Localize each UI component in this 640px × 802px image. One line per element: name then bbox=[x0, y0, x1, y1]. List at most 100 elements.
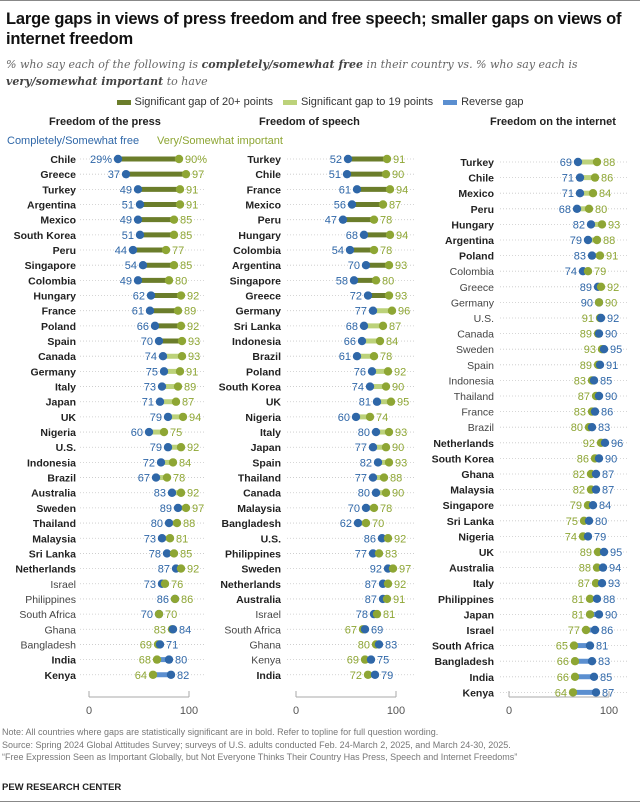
dot-free bbox=[572, 204, 582, 213]
dot-free bbox=[368, 443, 378, 452]
dot-free bbox=[591, 485, 601, 494]
country-label: Australia bbox=[31, 488, 76, 500]
dot-free bbox=[163, 412, 173, 422]
value-label-free: 52 bbox=[330, 154, 342, 166]
value-label-free: 73 bbox=[144, 579, 156, 591]
panel-title-press: Freedom of the press bbox=[49, 116, 161, 128]
dot-free bbox=[157, 534, 167, 543]
value-label-free: 61 bbox=[339, 351, 351, 363]
value-label-important: 83 bbox=[385, 548, 397, 560]
country-label: Bangladesh bbox=[21, 639, 77, 651]
dot-important bbox=[570, 657, 580, 666]
value-label-important: 96 bbox=[398, 306, 410, 318]
dot-important bbox=[381, 382, 391, 391]
dot-important bbox=[381, 443, 391, 452]
country-label: Peru bbox=[471, 204, 494, 216]
value-label-important: 80 bbox=[571, 422, 583, 434]
chart-subtitle: % who say each of the following is compl… bbox=[6, 56, 626, 90]
dot-free bbox=[594, 610, 604, 619]
dot-important bbox=[591, 579, 601, 588]
country-label: Germany bbox=[451, 297, 495, 309]
subtitle-emphasis-free: completely/somewhat free bbox=[201, 58, 363, 71]
brand-logo: PEW RESEARCH CENTER bbox=[2, 782, 122, 793]
country-label: U.S. bbox=[56, 442, 77, 454]
value-label-important: 87 bbox=[389, 321, 401, 333]
dot-important bbox=[148, 670, 158, 679]
value-label-important: 89 bbox=[184, 306, 196, 318]
legend-item-large-gap: Significant gap of 20+ points bbox=[116, 96, 273, 108]
dot-important bbox=[174, 154, 184, 164]
value-label-important: 91 bbox=[393, 154, 405, 166]
country-label: India bbox=[51, 655, 76, 667]
dot-free bbox=[599, 547, 609, 557]
dot-free bbox=[144, 427, 154, 437]
dot-free bbox=[371, 488, 381, 497]
value-label-free: 77 bbox=[355, 306, 367, 318]
dot-free bbox=[146, 291, 156, 300]
value-label-important: 92 bbox=[394, 366, 406, 378]
value-label-important: 88 bbox=[603, 235, 615, 247]
value-label-important: 80 bbox=[595, 204, 607, 216]
dot-free bbox=[351, 412, 361, 422]
value-label-free: 86 bbox=[601, 625, 613, 637]
legend-swatch-small-gap bbox=[283, 99, 298, 105]
value-label-free: 71 bbox=[562, 188, 574, 200]
country-label: Kenya bbox=[251, 655, 281, 667]
value-label-important: 90% bbox=[185, 154, 207, 166]
dot-important bbox=[584, 204, 594, 213]
value-label-free: 37 bbox=[108, 169, 120, 181]
country-label: Malaysia bbox=[450, 485, 494, 497]
top-rule bbox=[0, 0, 640, 1]
country-label: Sweden bbox=[241, 564, 281, 576]
value-label-important: 93 bbox=[395, 457, 407, 469]
value-label-free: 83 bbox=[598, 656, 610, 668]
value-label-free: 71 bbox=[562, 173, 574, 185]
dot-important bbox=[371, 276, 381, 285]
series-label-free: Completely/Somewhat free bbox=[7, 135, 140, 147]
dot-free bbox=[361, 503, 371, 513]
country-label: Canada bbox=[38, 351, 76, 363]
dot-free bbox=[366, 655, 376, 664]
dot-important bbox=[372, 609, 382, 619]
value-label-free: 90 bbox=[605, 609, 617, 621]
dot-important bbox=[385, 185, 395, 194]
country-label: Indonesia bbox=[27, 457, 76, 469]
dot-important bbox=[381, 169, 391, 179]
value-label-important: 82 bbox=[573, 485, 585, 497]
country-label: Singapore bbox=[25, 260, 77, 272]
dot-important bbox=[176, 564, 186, 573]
value-label-important: 76 bbox=[171, 579, 183, 591]
dot-free bbox=[600, 438, 610, 447]
country-label: Nigeria bbox=[458, 531, 494, 543]
value-label-important: 85 bbox=[180, 260, 192, 272]
value-label-important: 79 bbox=[594, 266, 606, 278]
value-label-free: 49 bbox=[120, 184, 132, 196]
value-label-free: 71 bbox=[142, 397, 154, 409]
country-label: Sri Lanka bbox=[234, 321, 281, 333]
dot-free bbox=[145, 306, 155, 315]
value-label-important: 84 bbox=[179, 457, 191, 469]
value-label-free: 80 bbox=[175, 655, 187, 667]
country-label: Greece bbox=[460, 282, 495, 294]
dot-important bbox=[169, 230, 179, 240]
x-tick-label: 0 bbox=[293, 705, 299, 717]
dot-important bbox=[169, 215, 179, 224]
dot-free bbox=[594, 454, 604, 463]
value-label-free: 62 bbox=[133, 291, 145, 303]
value-label-important: 75 bbox=[566, 516, 578, 528]
dot-free bbox=[589, 672, 599, 681]
value-label-important: 84 bbox=[599, 188, 611, 200]
dot-free bbox=[135, 200, 145, 209]
dot-free bbox=[345, 245, 355, 255]
value-label-important: 85 bbox=[180, 230, 192, 242]
country-label: UK bbox=[266, 397, 282, 409]
value-label-important: 89 bbox=[580, 360, 592, 372]
value-label-free: 51 bbox=[122, 200, 134, 212]
dot-important bbox=[171, 397, 181, 406]
value-label-free: 68 bbox=[346, 321, 358, 333]
dot-free bbox=[342, 169, 352, 179]
dot-free bbox=[360, 625, 370, 634]
value-label-important: 80 bbox=[358, 639, 370, 651]
value-label-free: 86 bbox=[601, 407, 613, 419]
